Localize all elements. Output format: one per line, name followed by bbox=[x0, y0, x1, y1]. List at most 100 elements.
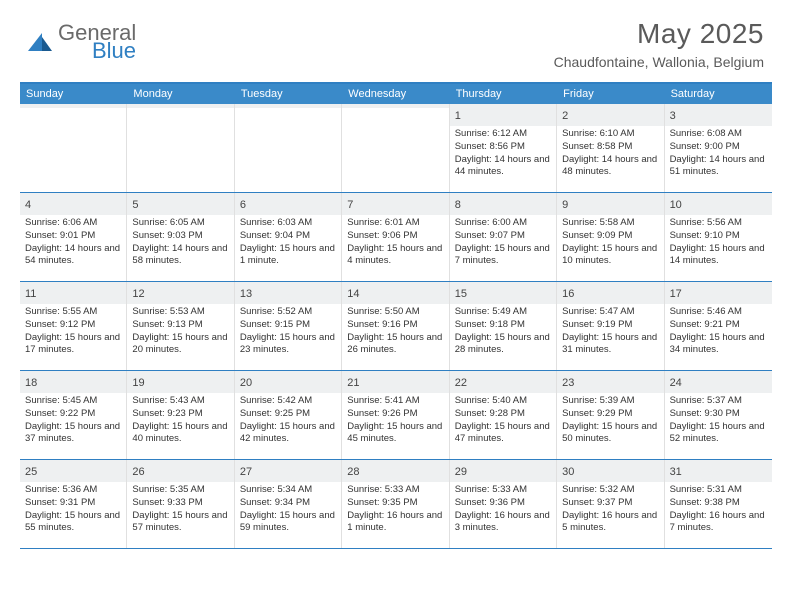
daylight-text: Daylight: 15 hours and 59 minutes. bbox=[240, 510, 336, 536]
daynum-bar: 20 bbox=[235, 371, 341, 393]
sunset-text: Sunset: 9:10 PM bbox=[670, 230, 767, 243]
sunset-text: Sunset: 9:23 PM bbox=[132, 408, 228, 421]
day-info: Sunrise: 5:43 AMSunset: 9:23 PMDaylight:… bbox=[132, 395, 228, 446]
daynum-bar: 23 bbox=[557, 371, 663, 393]
sunrise-text: Sunrise: 5:53 AM bbox=[132, 306, 228, 319]
sunset-text: Sunset: 9:09 PM bbox=[562, 230, 658, 243]
weekday-wednesday: Wednesday bbox=[342, 84, 449, 104]
sunrise-text: Sunrise: 6:03 AM bbox=[240, 217, 336, 230]
week-row: 11Sunrise: 5:55 AMSunset: 9:12 PMDayligh… bbox=[20, 282, 772, 371]
day-info: Sunrise: 5:31 AMSunset: 9:38 PMDaylight:… bbox=[670, 484, 767, 535]
sunrise-text: Sunrise: 6:12 AM bbox=[455, 128, 551, 141]
sunset-text: Sunset: 9:26 PM bbox=[347, 408, 443, 421]
day-cell-17: 17Sunrise: 5:46 AMSunset: 9:21 PMDayligh… bbox=[665, 282, 772, 370]
day-info: Sunrise: 5:34 AMSunset: 9:34 PMDaylight:… bbox=[240, 484, 336, 535]
daynum-bar: 10 bbox=[665, 193, 772, 215]
sunset-text: Sunset: 9:22 PM bbox=[25, 408, 121, 421]
day-number: 29 bbox=[455, 466, 467, 478]
day-cell-16: 16 Sunrise: 5:47 AMSunset: 9:19 PMDayligh… bbox=[557, 282, 664, 370]
sunrise-text: Sunrise: 5:35 AM bbox=[132, 484, 228, 497]
day-number: 30 bbox=[562, 466, 574, 478]
day-cell-6: 6Sunrise: 6:03 AMSunset: 9:04 PMDaylight… bbox=[235, 193, 342, 281]
sunrise-text: Sunrise: 5:36 AM bbox=[25, 484, 121, 497]
day-cell-7: 7Sunrise: 6:01 AMSunset: 9:06 PMDaylight… bbox=[342, 193, 449, 281]
day-number: 10 bbox=[670, 199, 682, 211]
weekday-friday: Friday bbox=[557, 84, 664, 104]
day-number: 9 bbox=[562, 199, 568, 211]
logo-word-blue: Blue bbox=[92, 38, 136, 63]
day-cell-22: 22Sunrise: 5:40 AMSunset: 9:28 PMDayligh… bbox=[450, 371, 557, 459]
sunrise-text: Sunrise: 6:10 AM bbox=[562, 128, 658, 141]
day-number: 16 bbox=[562, 288, 574, 300]
day-cell-11: 11Sunrise: 5:55 AMSunset: 9:12 PMDayligh… bbox=[20, 282, 127, 370]
sunrise-text: Sunrise: 5:58 AM bbox=[562, 217, 658, 230]
weekday-tuesday: Tuesday bbox=[235, 84, 342, 104]
day-number: 7 bbox=[347, 199, 353, 211]
daynum-bar: 8 bbox=[450, 193, 556, 215]
daylight-text: Daylight: 14 hours and 44 minutes. bbox=[455, 154, 551, 180]
sunset-text: Sunset: 8:58 PM bbox=[562, 141, 658, 154]
day-info: Sunrise: 5:49 AMSunset: 9:18 PMDaylight:… bbox=[455, 306, 551, 357]
day-number: 18 bbox=[25, 377, 37, 389]
daylight-text: Daylight: 15 hours and 52 minutes. bbox=[670, 421, 767, 447]
sunset-text: Sunset: 9:19 PM bbox=[562, 319, 658, 332]
sunrise-text: Sunrise: 6:08 AM bbox=[670, 128, 767, 141]
daynum-bar: 15 bbox=[450, 282, 556, 304]
sunrise-text: Sunrise: 6:00 AM bbox=[455, 217, 551, 230]
day-cell-26: 26Sunrise: 5:35 AMSunset: 9:33 PMDayligh… bbox=[127, 460, 234, 548]
logo: General Blue bbox=[28, 18, 136, 70]
weekday-monday: Monday bbox=[127, 84, 234, 104]
sunrise-text: Sunrise: 5:49 AM bbox=[455, 306, 551, 319]
sunrise-text: Sunrise: 6:05 AM bbox=[132, 217, 228, 230]
sunrise-text: Sunrise: 5:52 AM bbox=[240, 306, 336, 319]
day-number: 14 bbox=[347, 288, 359, 300]
location-text: Chaudfontaine, Wallonia, Belgium bbox=[554, 54, 764, 70]
day-info: Sunrise: 5:40 AMSunset: 9:28 PMDaylight:… bbox=[455, 395, 551, 446]
day-info: Sunrise: 5:50 AMSunset: 9:16 PMDaylight:… bbox=[347, 306, 443, 357]
sunset-text: Sunset: 9:04 PM bbox=[240, 230, 336, 243]
empty-day-cell bbox=[235, 104, 342, 192]
week-row: 1Sunrise: 6:12 AMSunset: 8:56 PMDaylight… bbox=[20, 104, 772, 193]
sunrise-text: Sunrise: 5:43 AM bbox=[132, 395, 228, 408]
empty-day-cell bbox=[127, 104, 234, 192]
day-info: Sunrise: 5:37 AMSunset: 9:30 PMDaylight:… bbox=[670, 395, 767, 446]
daylight-text: Daylight: 15 hours and 34 minutes. bbox=[670, 332, 767, 358]
weekday-sunday: Sunday bbox=[20, 84, 127, 104]
sunset-text: Sunset: 9:18 PM bbox=[455, 319, 551, 332]
sunrise-text: Sunrise: 5:33 AM bbox=[455, 484, 551, 497]
daynum-bar: 6 bbox=[235, 193, 341, 215]
day-number: 25 bbox=[25, 466, 37, 478]
sunrise-text: Sunrise: 5:32 AM bbox=[562, 484, 658, 497]
daynum-bar: 1 bbox=[450, 104, 556, 126]
day-number: 21 bbox=[347, 377, 359, 389]
sunset-text: Sunset: 9:38 PM bbox=[670, 497, 767, 510]
daylight-text: Daylight: 16 hours and 7 minutes. bbox=[670, 510, 767, 536]
day-info: Sunrise: 5:53 AMSunset: 9:13 PMDaylight:… bbox=[132, 306, 228, 357]
week-row: 4Sunrise: 6:06 AMSunset: 9:01 PMDaylight… bbox=[20, 193, 772, 282]
day-cell-18: 18Sunrise: 5:45 AMSunset: 9:22 PMDayligh… bbox=[20, 371, 127, 459]
daynum-bar: 5 bbox=[127, 193, 233, 215]
daynum-bar: 31 bbox=[665, 460, 772, 482]
daynum-bar: 14 bbox=[342, 282, 448, 304]
day-info: Sunrise: 5:47 AMSunset: 9:19 PMDaylight:… bbox=[562, 306, 658, 357]
day-cell-13: 13 Sunrise: 5:52 AMSunset: 9:15 PMDayligh… bbox=[235, 282, 342, 370]
daylight-text: Daylight: 15 hours and 40 minutes. bbox=[132, 421, 228, 447]
sunset-text: Sunset: 9:07 PM bbox=[455, 230, 551, 243]
day-number: 8 bbox=[455, 199, 461, 211]
daynum-bar: 27 bbox=[235, 460, 341, 482]
sunrise-text: Sunrise: 5:42 AM bbox=[240, 395, 336, 408]
day-number: 17 bbox=[670, 288, 682, 300]
logo-text: General Blue bbox=[58, 20, 136, 72]
day-number: 1 bbox=[455, 110, 461, 122]
sunrise-text: Sunrise: 6:06 AM bbox=[25, 217, 121, 230]
day-number: 23 bbox=[562, 377, 574, 389]
daynum-bar bbox=[20, 104, 126, 108]
day-info: Sunrise: 5:52 AMSunset: 9:15 PMDaylight:… bbox=[240, 306, 336, 357]
week-row: 25Sunrise: 5:36 AMSunset: 9:31 PMDayligh… bbox=[20, 460, 772, 549]
day-cell-31: 31Sunrise: 5:31 AMSunset: 9:38 PMDayligh… bbox=[665, 460, 772, 548]
sunset-text: Sunset: 9:16 PM bbox=[347, 319, 443, 332]
day-number: 3 bbox=[670, 110, 676, 122]
daylight-text: Daylight: 16 hours and 5 minutes. bbox=[562, 510, 658, 536]
day-number: 13 bbox=[240, 288, 252, 300]
day-cell-8: 8Sunrise: 6:00 AMSunset: 9:07 PMDaylight… bbox=[450, 193, 557, 281]
